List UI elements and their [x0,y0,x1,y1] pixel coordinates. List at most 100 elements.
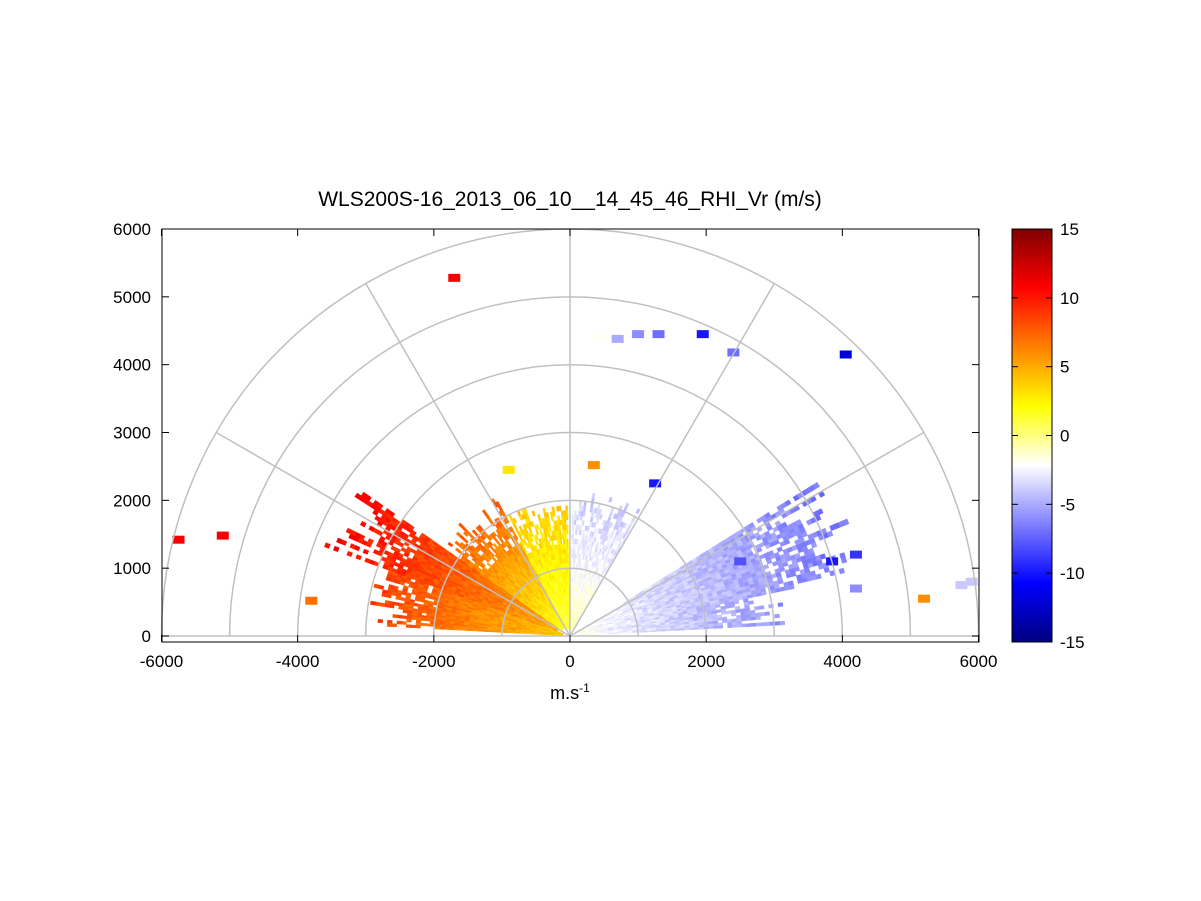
velocity-cell [591,493,596,499]
echo-cell [839,350,852,359]
velocity-cell [375,542,383,549]
velocity-cell [565,515,569,521]
x-tick-label: -4000 [276,652,319,671]
velocity-cell [491,630,497,633]
velocity-cell [735,614,742,619]
velocity-cell [764,611,770,616]
echo-cell [696,330,709,339]
velocity-cell [749,609,756,615]
velocity-cell [458,627,464,631]
velocity-cell [575,529,578,535]
velocity-cell [336,537,343,545]
velocity-cell [571,548,574,554]
velocity-cell [379,602,386,607]
velocity-cell [570,562,573,568]
y-tick-label: 2000 [113,491,151,510]
velocity-cell [539,633,545,635]
velocity-cell [349,543,356,550]
velocity-cell [716,614,723,619]
velocity-cell [717,622,724,626]
velocity-cell [578,529,582,536]
echo-cell [594,333,607,342]
velocity-cell [578,505,582,512]
velocity-cell [583,501,587,507]
velocity-cell [562,538,566,545]
velocity-cell [372,509,379,516]
velocity-cell [496,630,502,633]
velocity-cell [760,622,767,627]
echo-cell [502,465,515,474]
velocity-cell [374,515,381,522]
echo-cell [955,581,968,590]
velocity-cell [571,515,575,521]
echo-cell [849,584,862,593]
velocity-cell [556,506,560,512]
velocity-cell [562,529,565,535]
velocity-cell [571,524,575,530]
velocity-cell [410,624,417,629]
velocity-cell [570,571,573,578]
velocity-cell [731,618,738,623]
velocity-cell [472,628,478,632]
velocity-cell [579,534,583,540]
velocity-cell [732,624,738,628]
velocity-cell [515,631,521,634]
colorbar-tick-label: 15 [1060,220,1079,239]
velocity-cell [734,605,741,611]
velocity-cell [571,538,574,544]
velocity-cell [571,519,575,525]
velocity-cell [475,526,481,532]
velocity-cell [359,520,367,528]
velocity-cell [557,515,561,521]
velocity-cell [482,629,488,632]
sector-left-upper-orange [447,498,566,631]
velocity-cell [394,601,400,607]
velocity-cell [381,592,388,598]
velocity-cell [544,633,550,636]
velocity-cell [553,520,557,527]
velocity-cell [333,545,340,553]
velocity-cell [510,631,516,634]
velocity-cell [777,602,784,608]
velocity-cell [571,543,574,549]
velocity-cell [561,515,565,521]
x-axis-label-base: m.s [550,683,580,703]
velocity-cell [463,628,469,631]
x-axis-label: m.s-1 [520,681,620,704]
velocity-cell [425,618,432,622]
velocity-cell [374,601,381,607]
velocity-cell [570,590,572,597]
velocity-cell [324,542,331,549]
velocity-cell [560,510,564,516]
velocity-cell [573,515,577,521]
velocity-cell [387,619,393,624]
velocity-cell [391,623,398,628]
echo-cell [849,550,862,559]
velocity-cell [453,627,459,631]
velocity-cell [561,524,565,531]
x-tick-label: 6000 [960,652,998,671]
velocity-cell [370,600,376,606]
y-tick-label: 0 [142,627,151,646]
velocity-cell [725,610,732,615]
velocity-cell [390,545,397,552]
velocity-cell [758,605,765,610]
velocity-cell [726,618,733,623]
echo-cell [611,334,624,343]
velocity-cell [397,614,403,619]
velocity-cell [571,534,574,540]
y-tick-label: 4000 [113,356,151,375]
velocity-cell [551,506,555,512]
velocity-cell [405,624,412,628]
velocity-cell [759,611,766,617]
velocity-cell [787,580,794,586]
velocity-cell [570,586,572,592]
velocity-cell [520,632,526,634]
velocity-cell [420,622,426,627]
velocity-cell [809,570,816,577]
velocity-cell [395,595,402,601]
velocity-cell [467,628,474,632]
velocity-cell [570,581,573,587]
echo-cell [652,330,665,339]
